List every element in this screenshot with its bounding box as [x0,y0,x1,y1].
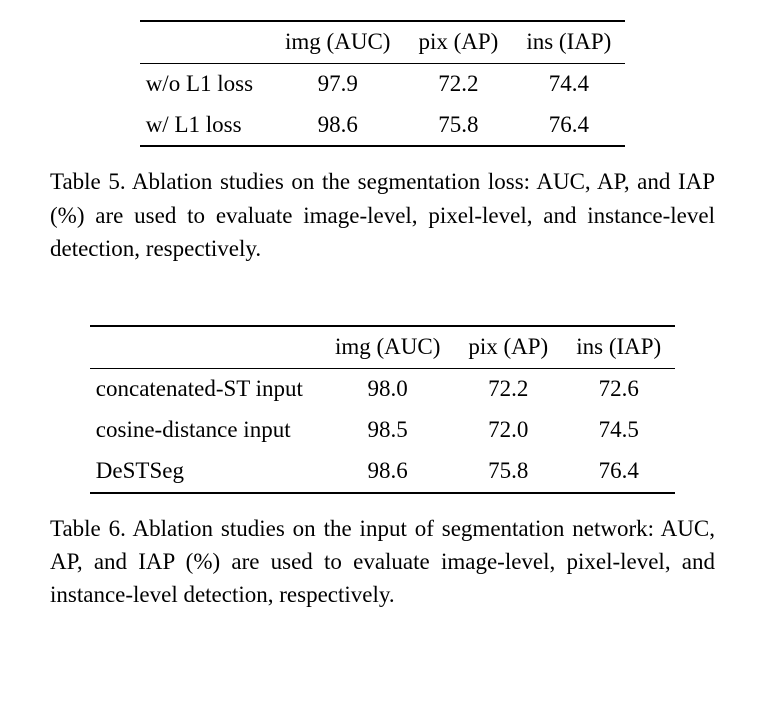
table-5-row-0-val-0: 97.9 [271,63,404,104]
table-5-header-ins-iap: ins (IAP) [512,21,625,63]
table-6-row-1-label: cosine-distance input [90,410,321,451]
table-5-row-0-val-2: 74.4 [512,63,625,104]
table-6-header-pix-ap: pix (AP) [454,326,562,368]
table-5-row-1-val-1: 75.8 [404,105,512,147]
table-6-header-row: img (AUC) pix (AP) ins (IAP) [90,326,675,368]
table-5-header-pix-ap: pix (AP) [404,21,512,63]
table-5-header-img-auc: img (AUC) [271,21,404,63]
table-6-row-0-val-1: 72.2 [454,369,562,410]
table-5-header-blank [140,21,271,63]
table-6-row-2-val-2: 76.4 [562,451,675,493]
table-6: img (AUC) pix (AP) ins (IAP) concatenate… [90,325,675,493]
table-6-row-0-val-0: 98.0 [321,369,454,410]
table-5-row-1-val-0: 98.6 [271,105,404,147]
table-6-row-2-val-1: 75.8 [454,451,562,493]
table-6-row-2-val-0: 98.6 [321,451,454,493]
table-5-caption: Table 5. Ablation studies on the segment… [50,165,715,265]
table-6-row-2-label: DeSTSeg [90,451,321,493]
table-5: img (AUC) pix (AP) ins (IAP) w/o L1 loss… [140,20,626,147]
table-6-row-1: cosine-distance input 98.5 72.0 74.5 [90,410,675,451]
table-6-row-2: DeSTSeg 98.6 75.8 76.4 [90,451,675,493]
table-5-row-0: w/o L1 loss 97.9 72.2 74.4 [140,63,626,104]
table-5-row-1-label: w/ L1 loss [140,105,271,147]
table-5-row-0-label: w/o L1 loss [140,63,271,104]
table-6-row-1-val-1: 72.0 [454,410,562,451]
table-6-row-1-val-2: 74.5 [562,410,675,451]
table-6-row-0-label: concatenated-ST input [90,369,321,410]
table-6-row-0-val-2: 72.6 [562,369,675,410]
table-5-row-0-val-1: 72.2 [404,63,512,104]
table-5-row-1: w/ L1 loss 98.6 75.8 76.4 [140,105,626,147]
table-6-header-img-auc: img (AUC) [321,326,454,368]
table-5-row-1-val-2: 76.4 [512,105,625,147]
table-6-row-1-val-0: 98.5 [321,410,454,451]
table-6-header-blank [90,326,321,368]
spacer [50,265,715,325]
table-6-row-0: concatenated-ST input 98.0 72.2 72.6 [90,369,675,410]
table-5-header-row: img (AUC) pix (AP) ins (IAP) [140,21,626,63]
table-6-header-ins-iap: ins (IAP) [562,326,675,368]
table-6-caption: Table 6. Ablation studies on the input o… [50,512,715,612]
